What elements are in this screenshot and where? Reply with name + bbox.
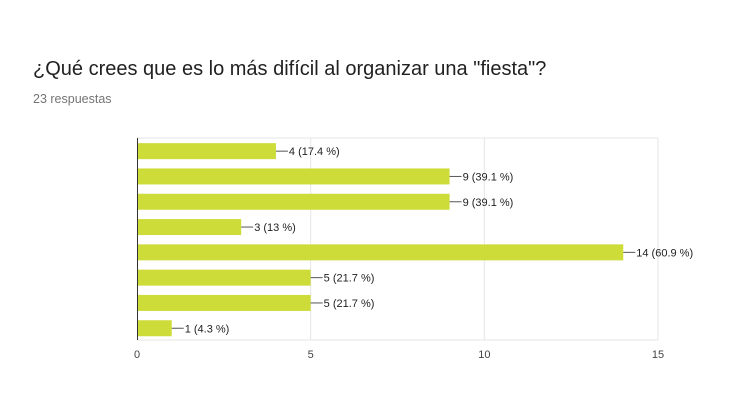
bar (137, 269, 311, 286)
bar (137, 143, 276, 160)
response-count: 23 respuestas (33, 92, 112, 106)
question-title: ¿Qué crees que es lo más difícil al orga… (33, 58, 547, 80)
bar (137, 168, 450, 185)
bar (137, 244, 624, 261)
data-label: 1 (4.3 %) (185, 323, 230, 335)
x-tick-label: 5 (308, 349, 314, 361)
data-label: 14 (60.9 %) (636, 247, 693, 259)
data-label: 3 (13 %) (254, 222, 296, 234)
chart-bars: 4 (17.4 %) 9 (39.1 %) 9 (39.1 %) 3 (13 %) 14… (137, 143, 693, 337)
data-label: 9 (39.1 %) (463, 197, 514, 209)
chart-axis: 0 5 10 15 (134, 138, 664, 361)
bar (137, 193, 450, 210)
x-tick-label: 10 (478, 349, 490, 361)
data-label: 9 (39.1 %) (463, 171, 514, 183)
bar (137, 219, 242, 236)
bar (137, 294, 311, 311)
x-tick-label: 0 (134, 349, 140, 361)
data-label: 4 (17.4 %) (289, 146, 340, 158)
x-tick-label: 15 (652, 349, 664, 361)
data-label: 5 (21.7 %) (324, 298, 375, 310)
data-label: 5 (21.7 %) (324, 273, 375, 285)
bar (137, 320, 172, 337)
